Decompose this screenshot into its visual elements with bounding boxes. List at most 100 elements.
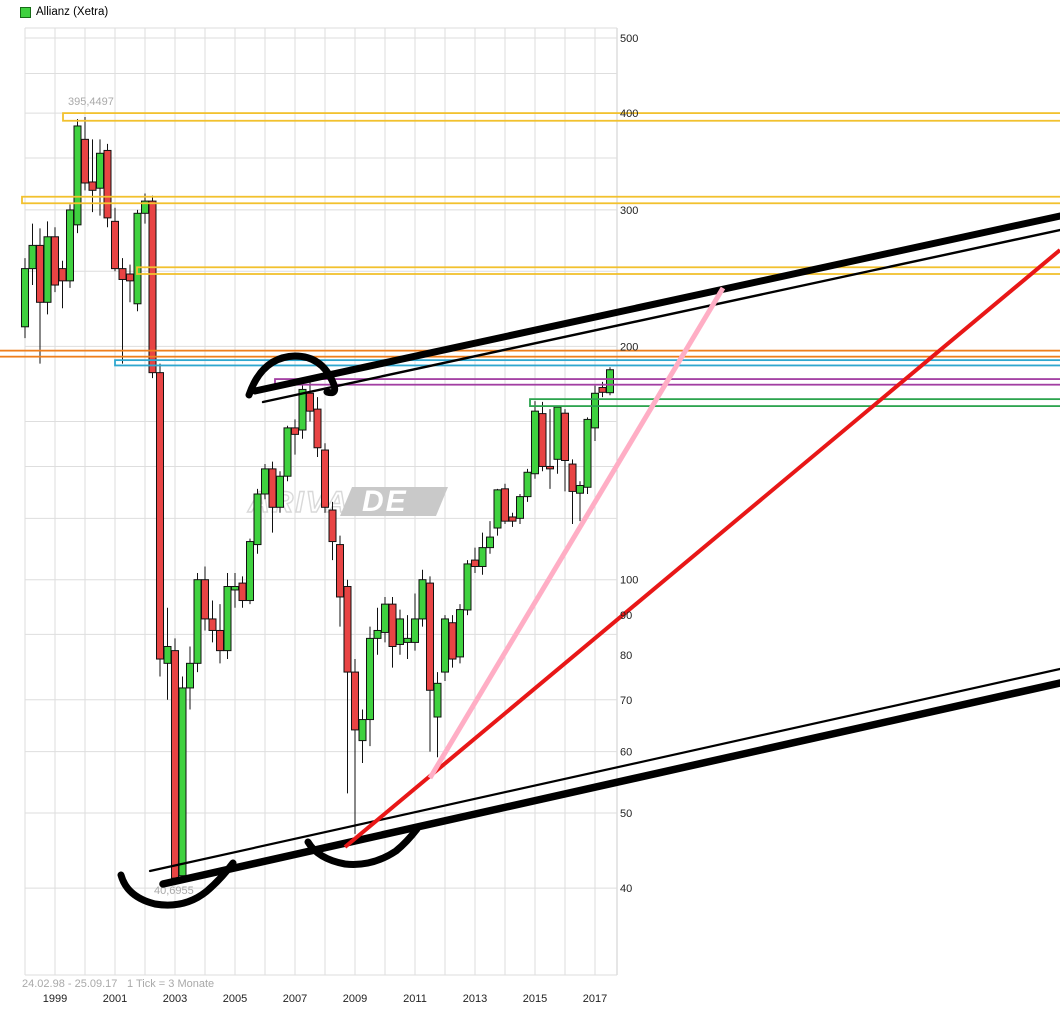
x-axis-tick-label: 2003 (163, 993, 187, 1005)
candle-down (268, 461, 277, 533)
candle-body (223, 586, 232, 652)
candle-body (441, 618, 449, 673)
candle-body (583, 418, 592, 488)
candle-body (126, 273, 134, 282)
candle-down (448, 615, 457, 668)
candle-up (523, 468, 532, 502)
price-bands (0, 112, 1060, 407)
candle-body (561, 412, 569, 461)
candle-body (493, 489, 502, 529)
yellow-band-upper (21, 195, 1060, 205)
candle-body (433, 682, 442, 718)
candle-body (193, 579, 202, 664)
candle-body (538, 413, 547, 467)
y-axis-tick-label: 50 (620, 808, 632, 820)
candle-down (171, 638, 179, 883)
candle-body (276, 475, 284, 508)
dome-2007-top (245, 352, 339, 399)
candle-body (261, 468, 269, 495)
x-axis-tick-label: 1999 (43, 993, 67, 1005)
yellow-band-ath (62, 112, 1060, 122)
candle-body (508, 516, 517, 522)
candle-body (208, 618, 217, 631)
candle-body (178, 687, 187, 877)
diagonal-trend-lines (343, 248, 1060, 849)
candle-up (403, 615, 412, 660)
y-axis-tick-label: 100 (620, 575, 638, 587)
candle-down (561, 409, 569, 492)
orange-band (0, 349, 1060, 358)
candle-down (156, 363, 164, 677)
candle-body (501, 488, 509, 522)
candle-down (51, 227, 59, 293)
candle-body (471, 559, 479, 568)
candle-body (531, 410, 539, 475)
candle-body (366, 637, 374, 721)
candle-down (238, 576, 247, 608)
candle-up (178, 676, 187, 880)
candle-down (148, 195, 157, 379)
candle-down (81, 116, 89, 191)
candle-down (58, 260, 67, 309)
candle-down (328, 501, 337, 561)
y-axis-tick-label: 70 (620, 695, 632, 707)
candle-up (478, 532, 487, 575)
candle-up (28, 223, 37, 286)
candle-body (553, 406, 562, 460)
candle-up (298, 381, 307, 439)
cyan-band (114, 359, 1060, 367)
candle-body (21, 268, 29, 328)
upper-channel-thick (251, 212, 1060, 395)
yellow-band-mid (136, 266, 1060, 275)
watermark-box (340, 487, 448, 516)
x-axis-tick-label: 2013 (463, 993, 487, 1005)
y-axis-tick-label: 90 (620, 610, 632, 622)
candle-up (261, 464, 269, 500)
candle-up (576, 481, 584, 522)
candle-up (553, 406, 562, 474)
cup-2003-bottom (117, 859, 237, 909)
candle-up (583, 417, 592, 494)
candle-up (531, 401, 539, 479)
candle-up (253, 488, 262, 554)
candle-body (88, 181, 97, 191)
candle-up (516, 493, 524, 524)
candle-body (246, 541, 254, 602)
candle-body (268, 468, 277, 508)
candle-body (148, 200, 157, 374)
candle-body (343, 586, 352, 673)
x-axis-tick-label: 2015 (523, 993, 547, 1005)
legend-marker-icon (20, 6, 31, 18)
candle-series (21, 116, 614, 883)
candle-up (283, 425, 292, 482)
candle-down (508, 512, 517, 527)
candle-body (186, 662, 194, 689)
candle-down (118, 258, 127, 364)
y-axis-labels: 500 400 300 200 100 90 80 70 60 50 40 (620, 33, 638, 895)
candle-body (253, 493, 262, 546)
candle-body (156, 372, 164, 660)
date-range-label: 24.02.98 - 25.09.17 (22, 978, 118, 990)
candle-body (328, 509, 337, 543)
candle-body (598, 387, 607, 393)
candle-down (291, 419, 299, 455)
y-axis-tick-label: 200 (620, 341, 638, 353)
y-axis-tick-label: 500 (620, 33, 638, 45)
candle-body (396, 618, 404, 645)
candle-body (36, 244, 44, 303)
candle-up (231, 573, 239, 608)
candle-body (358, 719, 367, 742)
x-axis-tick-label: 2009 (343, 993, 367, 1005)
candle-up (456, 604, 464, 664)
candle-down (538, 401, 547, 472)
candle-body (231, 586, 239, 591)
candle-down (336, 535, 344, 627)
low-price-label: 40,6955 (154, 885, 194, 897)
candle-down (351, 659, 359, 834)
y-axis-tick-label: 40 (620, 883, 632, 895)
candle-up (276, 471, 284, 513)
candle-up (418, 569, 427, 627)
candle-up (193, 573, 202, 673)
